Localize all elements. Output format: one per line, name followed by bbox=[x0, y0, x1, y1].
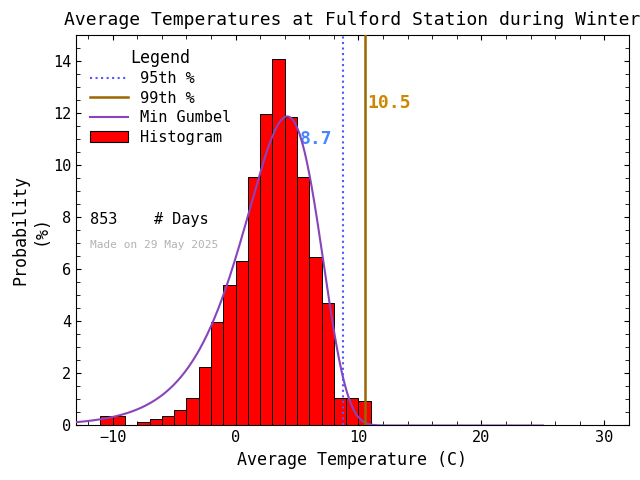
Bar bbox=[174, 410, 186, 425]
Bar bbox=[198, 367, 211, 425]
Text: 10.5: 10.5 bbox=[368, 94, 412, 112]
Bar bbox=[100, 416, 113, 425]
Legend: 95th %, 99th %, Min Gumbel, Histogram: 95th %, 99th %, Min Gumbel, Histogram bbox=[83, 42, 237, 151]
Bar bbox=[150, 420, 162, 425]
Bar bbox=[297, 177, 309, 425]
Bar bbox=[260, 114, 273, 425]
Bar bbox=[334, 398, 346, 425]
Bar bbox=[322, 303, 334, 425]
Bar bbox=[309, 257, 322, 425]
Bar bbox=[113, 416, 125, 425]
Bar bbox=[223, 285, 236, 425]
Bar bbox=[346, 398, 358, 425]
Title: Average Temperatures at Fulford Station during Winter: Average Temperatures at Fulford Station … bbox=[64, 11, 640, 29]
Y-axis label: Probability
(%): Probability (%) bbox=[11, 175, 50, 285]
Bar bbox=[285, 117, 297, 425]
Text: 8.7: 8.7 bbox=[300, 130, 332, 148]
Bar bbox=[236, 261, 248, 425]
Text: Made on 29 May 2025: Made on 29 May 2025 bbox=[90, 240, 218, 250]
Bar bbox=[211, 322, 223, 425]
Bar bbox=[162, 416, 174, 425]
Bar bbox=[137, 422, 150, 425]
Bar bbox=[358, 401, 371, 425]
Bar bbox=[273, 59, 285, 425]
Bar bbox=[186, 398, 198, 425]
X-axis label: Average Temperature (C): Average Temperature (C) bbox=[237, 451, 467, 469]
Text: 853    # Days: 853 # Days bbox=[90, 212, 208, 228]
Bar bbox=[248, 177, 260, 425]
